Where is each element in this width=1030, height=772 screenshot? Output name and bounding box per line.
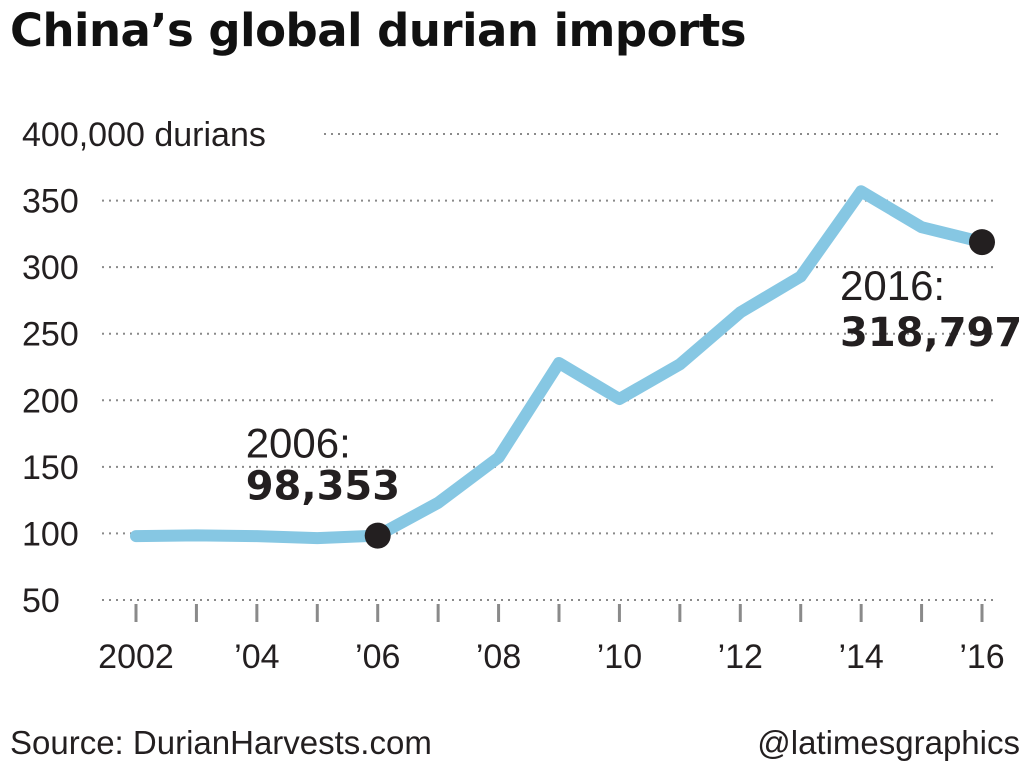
x-tick-label: ’06 [355, 638, 400, 676]
x-tick-label: ’08 [476, 638, 521, 676]
y-tick-label: 100 [22, 515, 79, 553]
x-tick-label: 2002 [98, 638, 174, 676]
source-text: Source: DurianHarvests.com [10, 724, 432, 761]
credit-text: @latimesgraphics [757, 724, 1020, 761]
x-tick-label: ’14 [838, 638, 883, 676]
x-tick-label: ’04 [234, 638, 279, 676]
highlight-point [364, 522, 391, 549]
y-tick-label: 150 [22, 449, 79, 487]
annotation-year: 2016: [840, 262, 945, 309]
annotation-year: 2006: [246, 420, 351, 467]
x-tick-label: ’10 [597, 638, 642, 676]
y-tick-label: 350 [22, 183, 79, 221]
highlight-point [969, 229, 995, 256]
x-tick-label: ’12 [718, 638, 763, 676]
y-tick-label: 50 [22, 582, 60, 620]
x-tick-label: ’16 [959, 638, 1004, 676]
annotation-value: 318,797 [840, 310, 1022, 356]
chart-title: China’s global durian imports [10, 4, 747, 57]
y-tick-label: 300 [22, 249, 79, 287]
annotation-value: 98,353 [246, 464, 400, 510]
y-tick-label: 250 [22, 316, 79, 354]
y-tick-label: 400,000 durians [22, 116, 266, 154]
y-tick-label: 200 [22, 382, 79, 420]
series-line [130, 185, 988, 545]
